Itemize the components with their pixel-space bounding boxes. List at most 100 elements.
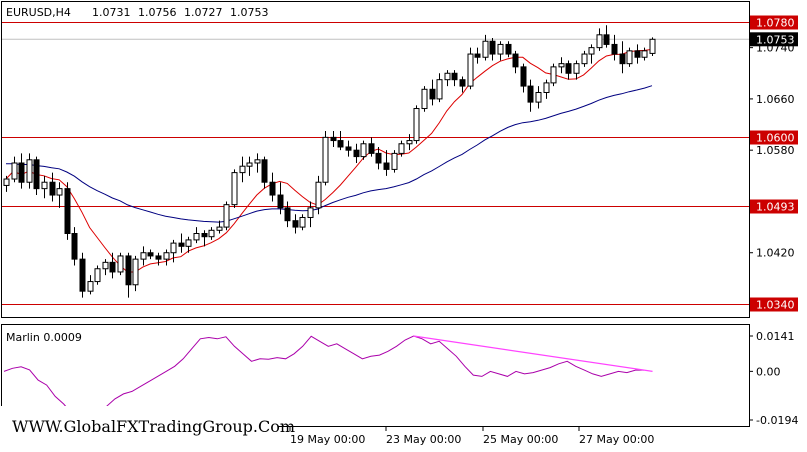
candle-body bbox=[208, 229, 215, 238]
candle-body bbox=[444, 72, 451, 81]
candle-body bbox=[535, 92, 542, 103]
candle-body bbox=[132, 258, 139, 286]
candle-body bbox=[550, 66, 557, 84]
candle-body bbox=[353, 149, 360, 158]
candle-body bbox=[94, 268, 101, 283]
candle-body bbox=[170, 242, 177, 254]
price-level-label: 1.0780 bbox=[756, 17, 795, 30]
time-axis-label: 23 May 00:00 bbox=[386, 433, 461, 446]
candle-body bbox=[345, 146, 352, 151]
candle-body bbox=[558, 63, 565, 68]
price-level-tag bbox=[750, 130, 798, 145]
candle-body bbox=[505, 43, 512, 55]
candle-body bbox=[497, 43, 504, 55]
candle-body bbox=[18, 162, 25, 183]
candle-body bbox=[451, 72, 458, 81]
candle-body bbox=[231, 172, 238, 206]
price-axis-label: 1.0420 bbox=[756, 247, 795, 260]
indicator-axis-label: 0.00 bbox=[756, 365, 781, 378]
chart-symbol-header: EURUSD,H4 bbox=[6, 6, 71, 19]
candle-body bbox=[413, 108, 420, 142]
watermark-text: WWW.GlobalFXTradingGroup.Com bbox=[12, 417, 295, 436]
candle-body bbox=[33, 159, 40, 190]
candle-body bbox=[140, 252, 147, 260]
candle-body bbox=[398, 143, 405, 154]
candle-body bbox=[102, 261, 109, 270]
price-level-label: 1.0600 bbox=[756, 132, 795, 145]
candle-body bbox=[375, 152, 382, 164]
candle-body bbox=[489, 40, 496, 55]
price-level-tag bbox=[750, 199, 798, 214]
current-price-tag bbox=[750, 32, 798, 47]
candle-body bbox=[71, 233, 78, 260]
candle-body bbox=[26, 159, 33, 183]
price-level-tag bbox=[750, 15, 798, 30]
indicator-axis: 0.0141 0.00 -0.0194 bbox=[749, 330, 798, 427]
candle-body bbox=[588, 47, 595, 55]
candle-body bbox=[147, 252, 154, 257]
candle-body bbox=[421, 88, 428, 110]
candle-body bbox=[109, 261, 116, 273]
candle-body bbox=[573, 63, 580, 74]
candle-body bbox=[193, 233, 200, 241]
candle-body bbox=[49, 181, 56, 196]
price-levels bbox=[2, 22, 749, 305]
ohlc-low: 1.0727 bbox=[184, 6, 223, 19]
candle-body bbox=[512, 53, 519, 68]
candle-body bbox=[619, 53, 626, 65]
marlin-line bbox=[3, 335, 644, 421]
price-axis: 1.07801.06001.04931.03401.07401.06601.05… bbox=[749, 15, 798, 312]
candle-body bbox=[163, 252, 170, 260]
candle-body bbox=[520, 66, 527, 87]
candle-body bbox=[641, 50, 648, 58]
chart-ohlc-header: 1.0731 1.0756 1.0727 1.0753 bbox=[92, 6, 269, 19]
candle-body bbox=[649, 38, 656, 54]
indicator-label: Marlin 0.0009 bbox=[6, 331, 82, 344]
candle-body bbox=[79, 258, 86, 292]
candle-body bbox=[11, 162, 18, 180]
ohlc-open: 1.0731 bbox=[92, 6, 131, 19]
candle-body bbox=[467, 53, 474, 87]
candle-body bbox=[565, 63, 572, 74]
candle-body bbox=[269, 181, 276, 196]
candle-body bbox=[429, 88, 436, 100]
candle-body bbox=[299, 216, 306, 228]
candle-body bbox=[436, 79, 443, 100]
candle-body bbox=[626, 50, 633, 65]
candle-body bbox=[360, 143, 367, 158]
candle-body bbox=[185, 239, 192, 247]
candle-body bbox=[216, 226, 223, 231]
candles bbox=[3, 25, 656, 298]
candle-body bbox=[223, 204, 230, 228]
divergence-line bbox=[413, 335, 653, 372]
time-axis: 19 May 00:00 23 May 00:00 25 May 00:00 27 M… bbox=[289, 427, 654, 446]
candle-body bbox=[56, 188, 63, 196]
candle-body bbox=[201, 233, 208, 238]
time-axis-label: 25 May 00:00 bbox=[483, 433, 558, 446]
candle-body bbox=[292, 220, 299, 228]
current-price-label: 1.0753 bbox=[756, 33, 795, 46]
candle-body bbox=[3, 178, 10, 186]
candle-body bbox=[254, 159, 261, 164]
slow-moving-average bbox=[5, 85, 653, 223]
candle-body bbox=[391, 152, 398, 170]
candle-body bbox=[41, 181, 48, 190]
indicator-axis-label: -0.0194 bbox=[756, 414, 798, 427]
candle-body bbox=[330, 136, 337, 142]
candle-body bbox=[482, 40, 489, 58]
candle-body bbox=[239, 165, 246, 174]
indicator-axis-label: 0.0141 bbox=[756, 330, 795, 343]
candle-body bbox=[543, 82, 550, 93]
ohlc-high: 1.0756 bbox=[138, 6, 177, 19]
candle-body bbox=[368, 143, 375, 154]
price-level-label: 1.0340 bbox=[756, 299, 795, 312]
candle-body bbox=[87, 281, 94, 292]
moving-averages bbox=[5, 48, 653, 273]
candle-body bbox=[474, 53, 481, 58]
candle-body bbox=[155, 255, 162, 260]
candle-body bbox=[406, 140, 413, 145]
candle-body bbox=[603, 34, 610, 45]
candle-body bbox=[246, 162, 253, 167]
candle-body bbox=[307, 207, 314, 218]
